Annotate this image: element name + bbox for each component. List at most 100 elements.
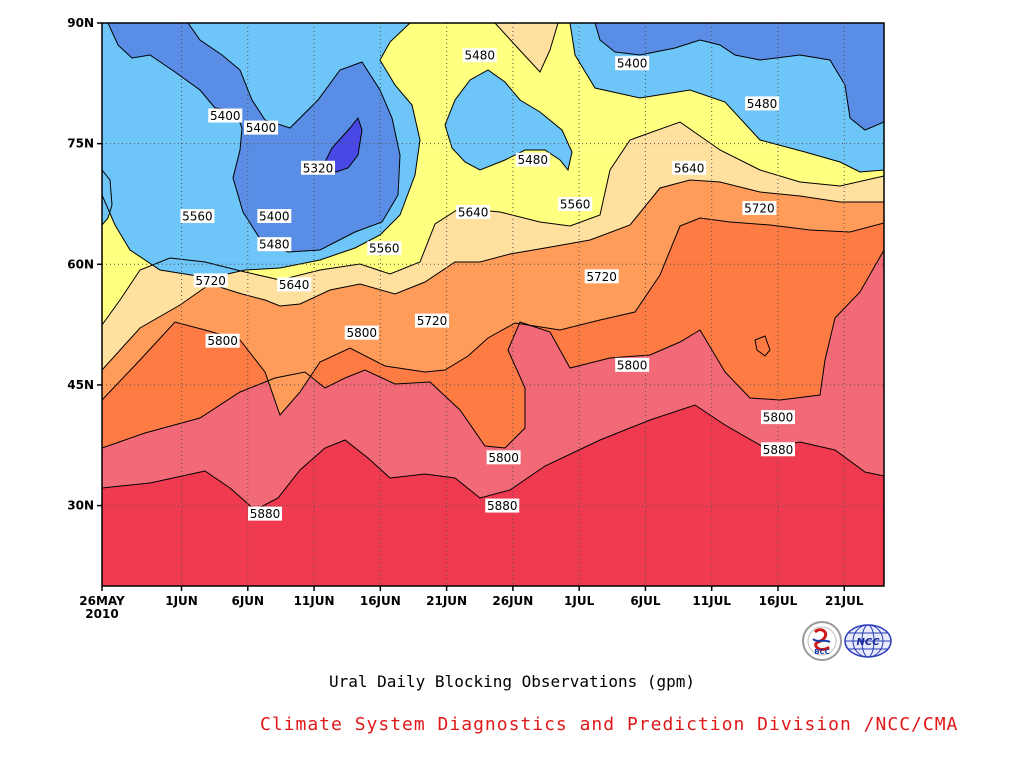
contour-label: 5320 [301, 160, 336, 175]
x-tick-label: 11JUL [692, 594, 731, 608]
x-tick-label: 11JUN [294, 594, 335, 608]
contour-label-text: 5720 [744, 201, 775, 215]
contour-label: 5720 [584, 269, 619, 284]
contour-label: 5560 [558, 196, 593, 211]
contour-label: 5480 [257, 237, 292, 252]
x-tick-label: 21JUL [825, 594, 864, 608]
contour-label: 5800 [344, 325, 379, 340]
contour-label: 5800 [760, 410, 795, 425]
contour-label-text: 5640 [674, 161, 705, 175]
y-tick-label: 90N [67, 16, 94, 30]
band-5320-5400 [108, 23, 400, 252]
contour-label-text: 5880 [250, 507, 281, 521]
contour-label: 5560 [367, 241, 402, 256]
contour-label-text: 5400 [617, 57, 648, 71]
contour-label-bg [180, 209, 215, 224]
contour-label: 5480 [515, 152, 550, 167]
contour-label-bg [760, 410, 795, 425]
x-year-label: 2010 [85, 607, 118, 621]
contour-label: 5640 [456, 205, 491, 220]
contour-label-text: 5480 [747, 97, 778, 111]
contour-5480-d [102, 169, 113, 226]
contour-label-text: 5800 [763, 411, 794, 425]
contour-label-text: 5800 [617, 358, 648, 372]
contour-label-bg [485, 498, 520, 513]
contour-label-bg [244, 120, 279, 135]
plot-frame [101, 22, 885, 587]
contour-label-text: 5480 [464, 49, 495, 63]
x-tick-label: 16JUL [759, 594, 798, 608]
contour-label-text: 5480 [517, 153, 548, 167]
contour-label-bg [257, 209, 292, 224]
contour-5800-c [754, 335, 771, 357]
contour-label-bg [515, 152, 550, 167]
contour-label-text: 5720 [195, 274, 226, 288]
contour-label-bg [672, 160, 707, 175]
contour-label: 5880 [248, 506, 283, 521]
contour-label-text: 5800 [207, 334, 238, 348]
contour-label: 5880 [760, 442, 795, 457]
contour-label-bg [257, 237, 292, 252]
contour-label-bg [208, 108, 243, 123]
logos: BCC NCC [802, 621, 892, 661]
contour-label-bg [344, 325, 379, 340]
contour-label: 5720 [193, 273, 228, 288]
contour-label-bg [277, 277, 312, 292]
y-tick-label: 45N [67, 378, 94, 392]
contour-label-text: 5640 [458, 206, 489, 220]
y-tick-label: 60N [67, 257, 94, 271]
y-tick-label: 30N [67, 499, 94, 513]
contour-label: 5720 [742, 200, 777, 215]
contour-label: 5800 [615, 357, 650, 372]
contour-label-text: 5400 [246, 121, 277, 135]
contour-5400-a [107, 23, 401, 253]
contour-5480-b [444, 69, 573, 172]
chart-title: Ural Daily Blocking Observations (gpm) [328, 672, 696, 691]
contour-label-text: 5560 [369, 242, 400, 256]
contour-5640 [102, 179, 884, 371]
contour-label: 5400 [208, 108, 243, 123]
contour-label-text: 5560 [560, 197, 591, 211]
bcc-logo: BCC [802, 621, 842, 661]
contour-label-text: 5800 [347, 326, 378, 340]
contour-5720 [102, 217, 884, 416]
contour-label-bg [615, 56, 650, 71]
contour-label-text: 5800 [488, 451, 519, 465]
contour-label: 5400 [257, 209, 292, 224]
x-tick-label: 6JUN [231, 594, 264, 608]
contour-label-text: 5720 [417, 314, 448, 328]
contour-label-bg [615, 357, 650, 372]
contour-label-bg [301, 160, 336, 175]
contour-5560-c [494, 23, 559, 73]
contour-label: 5480 [745, 96, 780, 111]
x-tick-label: 6JUL [630, 594, 661, 608]
contour-label-bg [558, 196, 593, 211]
contour-label-bg [456, 205, 491, 220]
band-lt5320 [322, 118, 362, 172]
contour-label-text: 5560 [182, 210, 213, 224]
band-5320-5400-b [595, 23, 884, 130]
contour-labels: 5320 5400 5400 5400 5400 5480 5480 5480 5480 5560… [180, 48, 795, 521]
contour-label-text: 5400 [259, 210, 290, 224]
contour-label-bg [462, 48, 497, 63]
contour-label-text: 5880 [487, 499, 518, 513]
x-tick-label: 21JUN [426, 594, 467, 608]
band-5400-5480-b [445, 70, 572, 170]
contour-label-text: 5320 [303, 161, 334, 175]
band-5560-5640-c [495, 23, 558, 72]
contour-label-bg [248, 506, 283, 521]
contour-label-bg [193, 273, 228, 288]
x-tick-label: 16JUN [360, 594, 401, 608]
x-tick-label: 1JUN [165, 594, 198, 608]
contour-label: 5640 [672, 160, 707, 175]
contour-label-bg [760, 442, 795, 457]
contour-label: 5640 [277, 277, 312, 292]
contour-label: 5800 [205, 333, 240, 348]
contour-fills [102, 23, 884, 586]
contour-label-text: 5640 [279, 278, 310, 292]
contour-label-text: 5720 [586, 270, 617, 284]
contour-label: 5400 [244, 120, 279, 135]
contour-5480-c [569, 23, 884, 173]
contour-label-text: 5480 [259, 238, 290, 252]
ncc-logo: NCC [844, 624, 892, 658]
